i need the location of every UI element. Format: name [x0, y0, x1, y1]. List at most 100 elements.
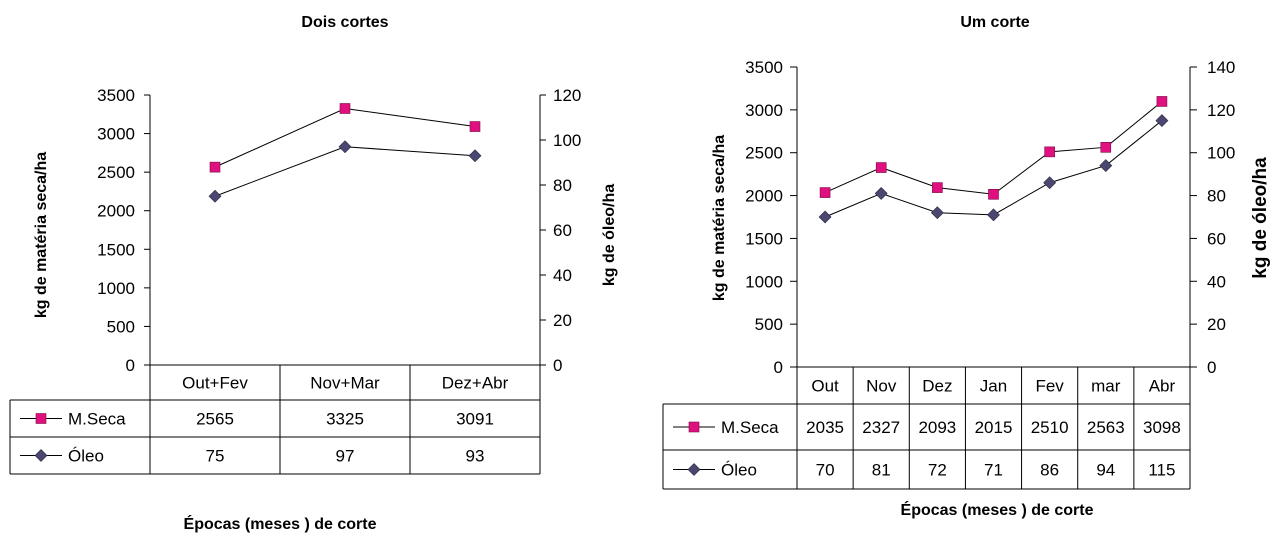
data-point-2-2 [874, 187, 888, 200]
table-cell: 86 [1040, 461, 1059, 480]
table-cell: 2565 [196, 410, 234, 429]
y2-tick-label: 100 [1207, 144, 1235, 163]
y-tick-label: 0 [126, 356, 135, 375]
chart-2: Um corte kg de matéria seca/ha kg de óleo/… [662, 14, 1271, 519]
data-point-2-3 [930, 206, 944, 220]
y-tick-label: 500 [107, 317, 135, 336]
category-label: Out+Fev [182, 374, 248, 393]
data-point-1-5 [1044, 146, 1055, 158]
y-tick-label: 1000 [745, 272, 783, 291]
table-cell: 2015 [975, 418, 1013, 437]
data-point-2-2 [338, 140, 352, 154]
table-cell: 70 [816, 461, 835, 480]
table-cell: 115 [1148, 461, 1175, 480]
series-line-1 [214, 107, 476, 168]
legend-key-marker [687, 463, 701, 476]
y2-tick-label: 80 [553, 176, 572, 195]
y2-tick-label: 120 [1207, 101, 1235, 120]
data-point-1-3 [932, 182, 943, 193]
data-point-1-4 [988, 188, 999, 200]
table-cell: 2093 [918, 418, 956, 437]
data-point-2-7 [1155, 114, 1169, 127]
table-cell: 3091 [456, 410, 494, 429]
data-point-1-3 [469, 121, 481, 132]
data-point-1-2 [339, 103, 351, 114]
chart-title: Um corte [960, 14, 1029, 31]
y2-tick-label: 140 [1207, 58, 1235, 77]
table-cell: 75 [206, 447, 225, 466]
series-line-2 [214, 146, 476, 197]
category-label: Dez+Abr [442, 374, 509, 393]
y2-tick-label: 40 [1207, 272, 1226, 291]
y2-tick-label: 120 [553, 86, 581, 105]
series-line-1 [824, 101, 1163, 195]
category-label: Nov [866, 377, 897, 396]
legend-key-marker [688, 421, 700, 433]
y2-tick-label: 20 [553, 311, 572, 330]
y-tick-label: 3500 [97, 86, 135, 105]
y2-axis-label: kg de óleo/ha [1250, 157, 1271, 279]
data-point-1-7 [1156, 96, 1168, 107]
table-cell: 2327 [862, 418, 900, 437]
legend-entry: Óleo [721, 461, 757, 480]
y-tick-label: 3000 [745, 101, 783, 120]
table-cell: 3098 [1143, 418, 1181, 437]
table-cell: 2563 [1087, 418, 1125, 437]
y2-tick-label: 60 [1207, 229, 1226, 248]
table-cell: 71 [984, 461, 1003, 480]
table-cell: 3325 [326, 410, 364, 429]
y-tick-label: 2500 [97, 163, 135, 182]
table-cell: 97 [336, 447, 355, 466]
y-tick-label: 2000 [745, 187, 783, 206]
y-tick-label: 500 [755, 315, 783, 334]
y2-tick-label: 80 [1207, 187, 1226, 206]
data-point-1-6 [1100, 142, 1112, 153]
table-cell: 81 [872, 461, 891, 480]
y2-tick-label: 40 [553, 266, 572, 285]
y-tick-label: 2000 [97, 202, 135, 221]
category-label: Fev [1035, 377, 1064, 396]
data-point-2-3 [468, 149, 482, 163]
y2-tick-label: 0 [1207, 358, 1216, 377]
table-cell: 93 [466, 447, 485, 466]
data-point-2-1 [818, 210, 832, 224]
category-label: Nov+Mar [310, 374, 380, 393]
y-tick-label: 0 [774, 358, 783, 377]
category-label: Abr [1149, 377, 1176, 396]
data-point-2-5 [1043, 176, 1057, 190]
table-cell: 2510 [1031, 418, 1069, 437]
chart-title: Dois cortes [301, 14, 388, 31]
legend-key-marker [34, 449, 48, 462]
y2-tick-label: 60 [553, 221, 572, 240]
y-tick-label: 1500 [745, 229, 783, 248]
category-label: Out [811, 377, 839, 396]
data-point-2-6 [1099, 159, 1113, 172]
legend-key-marker [35, 413, 47, 424]
data-point-2-1 [208, 189, 222, 203]
y-axis-label: kg de matéria seca/ha [711, 135, 728, 301]
category-label: Jan [980, 377, 1007, 396]
data-point-1-1 [819, 187, 831, 198]
category-label: Dez [922, 377, 952, 396]
x-axis-label: Épocas (meses ) de corte [184, 514, 377, 533]
x-axis-label: Épocas (meses ) de corte [901, 500, 1094, 519]
y-tick-label: 3500 [745, 58, 783, 77]
y-tick-label: 1000 [97, 279, 135, 298]
y-tick-label: 1500 [97, 240, 135, 259]
chart-1: Dois cortes kg de matéria seca/ha kg de ól… [9, 14, 618, 533]
y2-tick-label: 100 [553, 131, 581, 150]
legend-entry: M.Seca [68, 410, 126, 429]
y-tick-label: 3000 [97, 125, 135, 144]
table-cell: 94 [1096, 461, 1115, 480]
data-point-1-2 [875, 162, 887, 173]
y2-tick-label: 0 [553, 356, 562, 375]
series-line-2 [824, 120, 1163, 218]
legend-entry: Óleo [68, 447, 104, 466]
table-cell: 2035 [806, 418, 844, 437]
y2-axis-label: kg de óleo/ha [601, 184, 618, 286]
y2-tick-label: 20 [1207, 315, 1226, 334]
table-cell: 72 [928, 461, 947, 480]
y-tick-label: 2500 [745, 144, 783, 163]
category-label: mar [1091, 377, 1121, 396]
